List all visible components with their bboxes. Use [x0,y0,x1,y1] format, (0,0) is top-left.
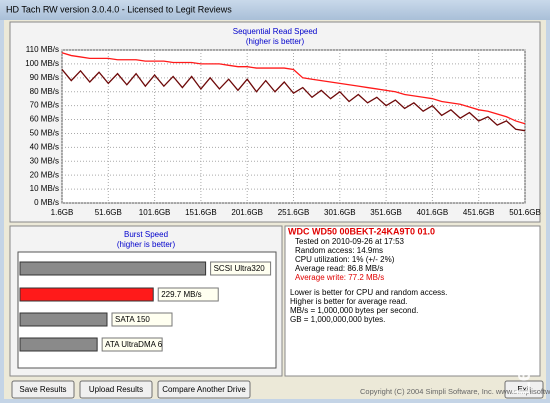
x-tick-label: 51.6GB [95,208,122,217]
watermark: LegitReviews [510,254,535,395]
y-tick-label: 50 MB/s [30,129,59,138]
x-tick-label: 301.6GB [324,208,356,217]
button-frame [157,380,251,399]
x-tick-label: 251.6GB [278,208,310,217]
button-frame [11,380,75,399]
info-note: MB/s = 1,000,000 bytes per second. [290,306,418,315]
x-tick-label: 451.6GB [463,208,495,217]
y-tick-label: 100 MB/s [25,59,59,68]
chart-subtitle: (higher is better) [246,37,305,46]
y-tick-label: 80 MB/s [30,87,59,96]
y-tick-label: 70 MB/s [30,101,59,110]
button-frame [504,380,544,399]
data-line [61,52,526,125]
y-tick-label: 60 MB/s [30,115,59,124]
y-tick-label: 40 MB/s [30,142,59,151]
y-tick-label: 30 MB/s [30,156,59,165]
x-tick-label: 1.6GB [51,208,74,217]
bar-label-box [210,261,272,276]
bar [19,312,108,327]
chart-subtitle: (higher is better) [117,240,176,249]
copyright: Copyright (C) 2004 Simpli Software, Inc.… [360,387,550,396]
info-line: Tested on 2010-09-26 at 17:53 [295,237,405,246]
x-tick-label: 201.6GB [231,208,263,217]
plot-area [61,49,526,204]
button-label: Upload Results [89,385,143,394]
bar-label-box [111,312,173,327]
info-line: Average write: 77.2 MB/s [295,273,384,282]
button[interactable]: Upload Results [79,380,153,399]
button[interactable]: Save Results [11,380,75,399]
bar [19,261,207,276]
drive-name: WDC WD50 00BEKT-24KA9T0 01.0 [288,226,435,236]
info-note: Higher is better for average read. [290,297,407,306]
chart-title: Burst Speed [124,230,168,239]
y-tick-label: 20 MB/s [30,170,59,179]
y-tick-label: 110 MB/s [26,45,59,54]
bar-label-box [157,287,219,302]
category-label: ATA UltraDMA 6 [105,340,163,349]
info-note: Lower is better for CPU and random acces… [290,288,447,297]
y-tick-label: 0 MB/s [34,198,59,207]
category-label: SCSI Ultra320 [214,264,266,273]
info-panel [284,225,541,377]
data-line [61,69,526,132]
x-tick-label: 501.6GB [509,208,541,217]
x-tick-label: 401.6GB [417,208,449,217]
info-line: Average read: 86.8 MB/s [295,264,383,273]
category-label: SATA 150 [115,315,150,324]
info-line: CPU utilization: 1% (+/- 2%) [295,255,395,264]
bar [19,337,98,352]
chart-title: Sequential Read Speed [233,27,318,36]
info-note: GB = 1,000,000,000 bytes. [290,315,385,324]
button[interactable]: Exit [504,380,544,399]
title-bar [0,0,550,20]
x-tick-label: 151.6GB [185,208,217,217]
y-tick-label: 10 MB/s [30,184,59,193]
x-tick-label: 101.6GB [139,208,171,217]
value-label: 229.7 MB/s [161,290,201,299]
bar [19,287,154,302]
bar-label-box [101,337,163,352]
button-label: Exit [517,385,531,394]
button-label: Compare Another Drive [162,385,246,394]
window-title: HD Tach RW version 3.0.4.0 - Licensed to… [6,4,232,14]
x-tick-label: 351.6GB [370,208,402,217]
button[interactable]: Compare Another Drive [157,380,251,399]
button-frame [79,380,153,399]
y-tick-label: 90 MB/s [30,73,59,82]
button-label: Save Results [19,385,66,394]
info-line: Random access: 14.9ms [295,246,383,255]
